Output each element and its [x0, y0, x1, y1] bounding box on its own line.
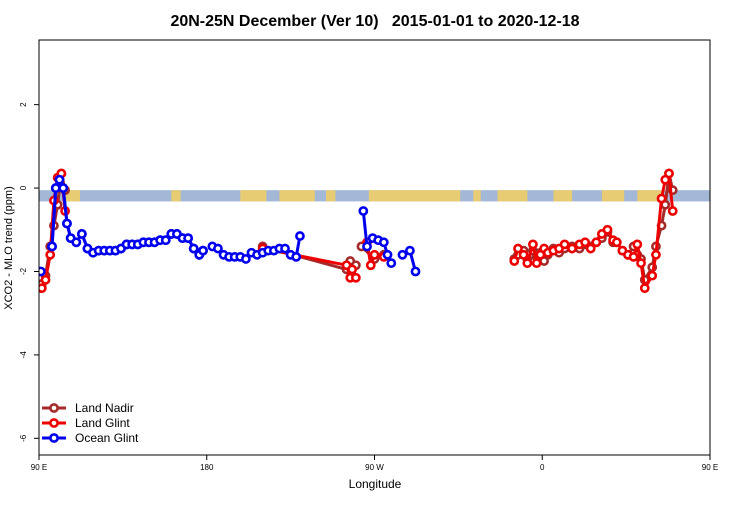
- x-tick-label: 90 E: [31, 463, 47, 472]
- data-point: [76, 229, 87, 239]
- data-point: [528, 239, 538, 250]
- data-point: [198, 245, 208, 256]
- data-point: [513, 243, 523, 254]
- data-point: [382, 249, 393, 260]
- data-point: [39, 283, 47, 294]
- y-tick-label: -4: [19, 351, 28, 359]
- data-point: [591, 237, 602, 248]
- data-point: [291, 251, 302, 262]
- x-axis: 90 E 180 90 W 0 90 E: [31, 455, 718, 472]
- land-patch: [553, 190, 573, 202]
- data-point: [559, 239, 570, 250]
- series-land-glint: [39, 168, 678, 294]
- data-point: [531, 258, 542, 269]
- land-patch: [497, 190, 528, 202]
- data-point: [405, 245, 415, 256]
- data-point: [54, 174, 65, 185]
- legend-label: Land Glint: [75, 416, 130, 430]
- x-tick-label: 0: [540, 463, 545, 472]
- land-patch: [473, 190, 481, 202]
- series-layer: [39, 168, 678, 294]
- land-patch: [637, 190, 662, 202]
- data-point: [580, 237, 591, 248]
- land-patch: [368, 190, 461, 202]
- land-ocean-band: [39, 190, 710, 202]
- data-point: [295, 231, 305, 241]
- y-tick-label: -2: [19, 267, 28, 275]
- data-point: [358, 206, 369, 216]
- x-axis-label: Longitude: [349, 477, 402, 491]
- legend-label: Ocean Glint: [75, 431, 139, 445]
- data-point: [567, 243, 577, 254]
- data-point: [639, 283, 650, 294]
- data-point: [188, 243, 199, 254]
- data-point: [647, 270, 658, 281]
- x-tick-label: 90 W: [365, 463, 384, 472]
- data-point: [667, 206, 678, 216]
- data-point: [369, 249, 380, 260]
- data-point: [71, 237, 82, 248]
- data-point: [397, 249, 408, 260]
- data-point: [518, 249, 529, 260]
- y-axis: 2 0 -2 -4 -6: [19, 102, 39, 442]
- data-point: [350, 272, 361, 283]
- land-patch: [240, 190, 267, 202]
- data-point: [240, 254, 251, 264]
- legend-marker: [49, 418, 59, 428]
- series-ocean-glint: [39, 174, 421, 277]
- land-patch: [171, 190, 181, 202]
- land-patch: [279, 190, 315, 202]
- data-point: [585, 243, 596, 254]
- data-point: [410, 266, 421, 277]
- x-tick-label: 180: [200, 463, 214, 472]
- data-point: [509, 256, 520, 266]
- y-tick-label: 2: [19, 102, 28, 107]
- data-point: [213, 243, 223, 254]
- data-point: [45, 249, 56, 260]
- data-point: [62, 218, 72, 229]
- data-point: [58, 183, 69, 193]
- chart-title: 20N-25N December (Ver 10) 2015-01-01 to …: [170, 13, 579, 30]
- data-point: [636, 258, 646, 269]
- data-point: [347, 264, 358, 275]
- land-patch: [326, 190, 336, 202]
- data-point: [378, 237, 389, 248]
- data-point: [664, 168, 674, 179]
- data-point: [50, 183, 61, 193]
- data-point: [651, 249, 661, 260]
- legend-label: Land Nadir: [75, 401, 134, 415]
- x-tick-label: 90 E: [702, 463, 718, 472]
- data-point: [362, 241, 372, 252]
- data-point: [602, 224, 613, 235]
- data-point: [632, 239, 643, 250]
- data-point: [522, 258, 533, 269]
- legend-marker: [49, 403, 59, 413]
- land-patch: [601, 190, 625, 202]
- series-land-nadir: [39, 168, 678, 289]
- legend-marker: [49, 433, 59, 443]
- data-point: [611, 237, 622, 248]
- land-patch: [65, 190, 81, 202]
- data-point: [280, 243, 290, 254]
- data-point: [386, 258, 397, 269]
- data-point: [39, 266, 46, 277]
- data-point: [160, 235, 171, 246]
- data-point: [183, 233, 194, 244]
- y-axis-label: XCO2 - MLO trend (ppm): [3, 186, 15, 309]
- data-point: [40, 274, 51, 285]
- data-point: [47, 241, 57, 252]
- y-tick-label: -6: [19, 434, 28, 442]
- y-tick-label: 0: [19, 185, 28, 190]
- data-point: [628, 251, 639, 262]
- data-point: [656, 193, 667, 204]
- data-point: [365, 260, 376, 271]
